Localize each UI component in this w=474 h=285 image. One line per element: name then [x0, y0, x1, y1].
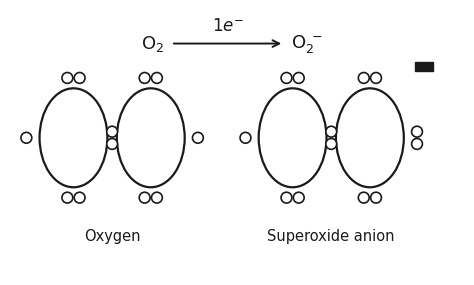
Circle shape [139, 72, 150, 83]
Ellipse shape [39, 88, 108, 187]
Circle shape [21, 132, 32, 143]
Text: $1e^{-}$: $1e^{-}$ [211, 18, 244, 35]
Circle shape [62, 192, 73, 203]
Circle shape [152, 192, 162, 203]
Circle shape [371, 72, 382, 83]
Ellipse shape [336, 88, 404, 187]
Circle shape [326, 139, 337, 149]
Circle shape [411, 139, 422, 149]
Bar [415, 62, 434, 71]
Circle shape [293, 72, 304, 83]
Text: $\mathrm{O_2^{\ -}}$: $\mathrm{O_2^{\ -}}$ [291, 32, 323, 54]
Circle shape [371, 192, 382, 203]
Text: Superoxide anion: Superoxide anion [267, 229, 395, 244]
Circle shape [192, 132, 203, 143]
Text: $\mathrm{O_2}$: $\mathrm{O_2}$ [141, 34, 164, 54]
Circle shape [240, 132, 251, 143]
Circle shape [326, 126, 337, 137]
Circle shape [62, 72, 73, 83]
Circle shape [358, 192, 369, 203]
Circle shape [358, 72, 369, 83]
Circle shape [107, 126, 118, 137]
Circle shape [152, 72, 162, 83]
Circle shape [74, 72, 85, 83]
Circle shape [107, 139, 118, 149]
Ellipse shape [259, 88, 327, 187]
Circle shape [281, 72, 292, 83]
Ellipse shape [117, 88, 185, 187]
Text: Oxygen: Oxygen [84, 229, 140, 244]
Circle shape [281, 192, 292, 203]
Circle shape [74, 192, 85, 203]
Circle shape [139, 192, 150, 203]
Circle shape [411, 126, 422, 137]
Circle shape [293, 192, 304, 203]
